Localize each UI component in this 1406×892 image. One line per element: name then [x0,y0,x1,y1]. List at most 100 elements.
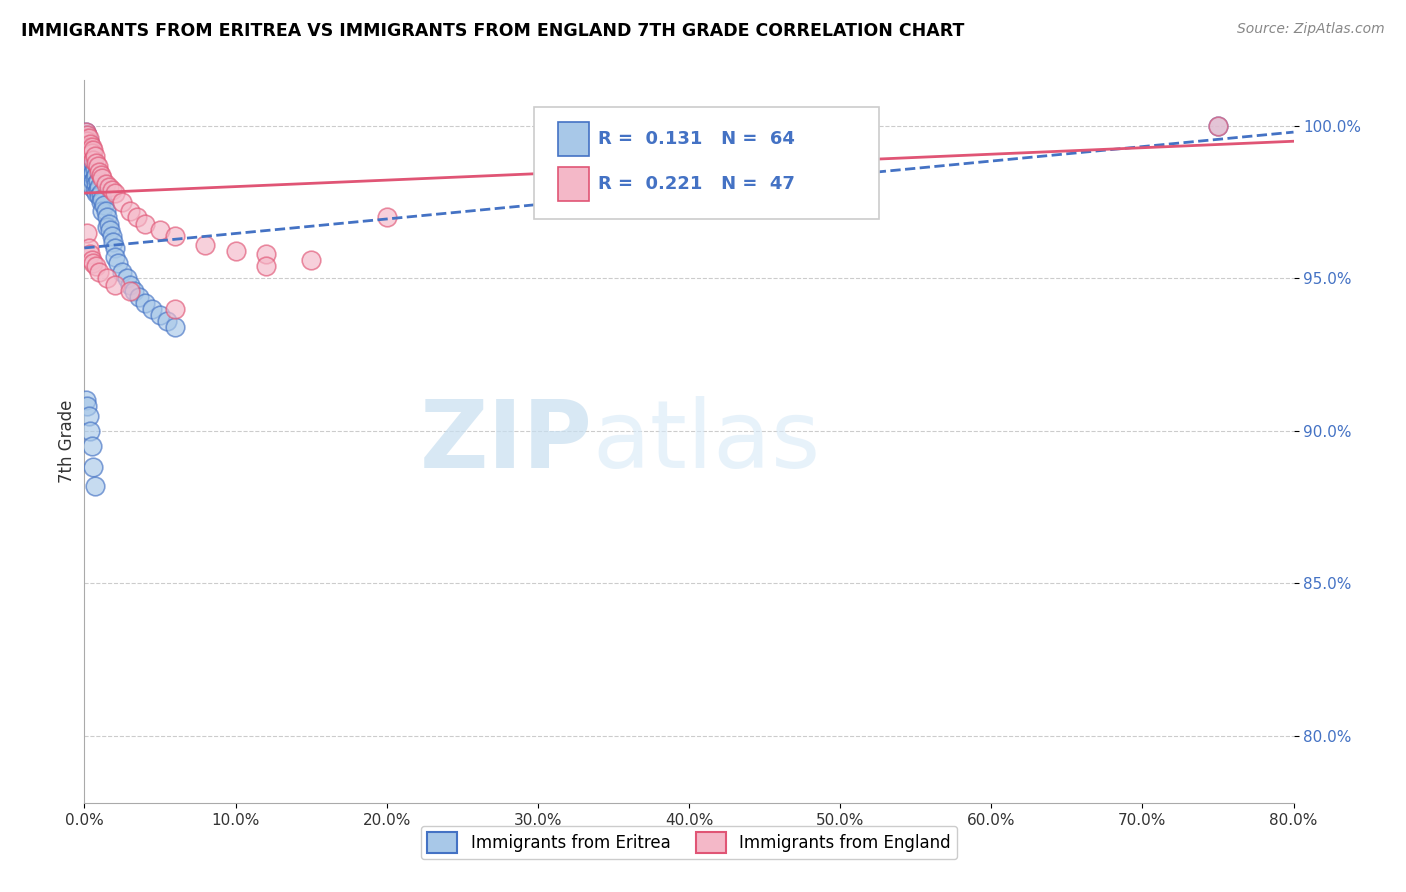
Point [98,222,121,236]
Point [79,153,101,167]
Point [141,301,163,316]
Point [86,155,108,169]
Text: atlas: atlas [592,395,821,488]
Point [86,259,108,273]
Point [79,247,101,261]
Point [84,149,107,163]
Point [76,128,98,143]
Point [89,165,111,179]
Point [84,161,107,176]
Point [80,140,103,154]
Point [165,228,187,243]
Point [94,204,117,219]
Point [86,186,108,200]
Point [93,198,115,212]
Point [79,424,101,438]
Point [82,174,104,188]
Point [76,149,98,163]
Point [77,165,100,179]
Y-axis label: 7th Grade: 7th Grade [58,400,76,483]
Point [100,228,122,243]
Point [101,235,124,249]
Point [90,186,112,200]
Point [87,183,110,197]
Point [127,211,149,225]
Point [254,247,277,261]
Point [149,222,172,236]
Point [104,186,127,200]
Point [77,241,100,255]
Point [118,204,141,219]
Point [79,137,101,152]
Point [79,161,101,176]
Point [75,144,97,158]
Point [75,134,97,148]
Point [77,131,100,145]
Point [82,144,104,158]
Point [165,301,187,316]
Point [165,320,187,334]
Point [82,256,104,270]
Point [82,153,104,167]
Point [128,290,150,304]
Point [107,256,129,270]
Point [84,170,107,185]
Point [76,400,98,414]
Point [77,409,100,423]
Point [91,170,114,185]
Point [80,253,103,268]
Point [89,189,111,203]
Point [80,439,103,453]
Point [75,137,97,152]
Point [75,393,97,408]
Point [104,250,127,264]
Point [97,217,120,231]
Point [91,192,114,206]
Text: IMMIGRANTS FROM ERITREA VS IMMIGRANTS FROM ENGLAND 7TH GRADE CORRELATION CHART: IMMIGRANTS FROM ERITREA VS IMMIGRANTS FR… [21,22,965,40]
Text: R =  0.221   N =  47: R = 0.221 N = 47 [598,175,794,193]
Point [84,479,107,493]
Text: R =  0.131   N =  64: R = 0.131 N = 64 [598,130,794,148]
Point [79,144,101,158]
Point [1206,119,1229,133]
Point [82,460,104,475]
Point [76,155,98,169]
Point [96,219,118,234]
Text: ZIP: ZIP [419,395,592,488]
Point [84,183,107,197]
Point [104,241,127,255]
Point [254,259,277,273]
Point [96,271,118,285]
Point [115,271,138,285]
Point [89,265,111,279]
Point [76,128,98,143]
Point [80,146,103,161]
Point [375,211,398,225]
Point [87,174,110,188]
Point [111,265,134,279]
Point [111,195,134,210]
Point [80,159,103,173]
Point [225,244,247,258]
Point [86,177,108,191]
Point [77,134,100,148]
Point [97,180,120,194]
Point [82,165,104,179]
Point [82,155,104,169]
Point [100,183,122,197]
Point [134,295,156,310]
Point [134,217,156,231]
Point [194,238,217,252]
Point [118,284,141,298]
Point [80,180,103,194]
Point [80,168,103,182]
Point [118,277,141,292]
Point [96,211,118,225]
Point [89,180,111,194]
Point [79,140,101,154]
Point [122,284,145,298]
Point [76,137,98,152]
Point [86,168,108,182]
Point [1206,119,1229,133]
Point [77,146,100,161]
